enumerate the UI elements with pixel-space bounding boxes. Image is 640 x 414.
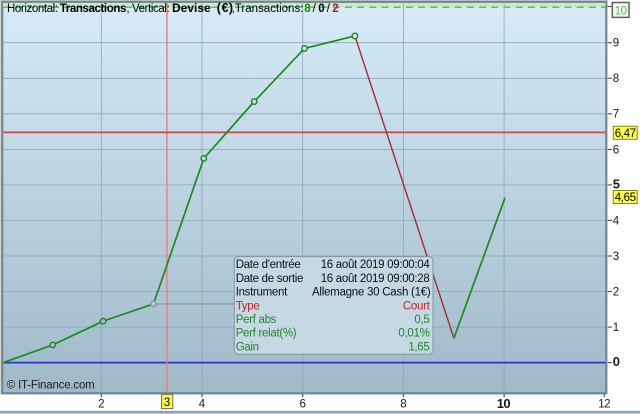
svg-text:4: 4 <box>613 215 620 227</box>
svg-text:1,65: 1,65 <box>408 341 429 353</box>
svg-text:2: 2 <box>98 398 104 410</box>
svg-text:Perf abs: Perf abs <box>236 314 277 326</box>
svg-text:0,5: 0,5 <box>414 314 429 326</box>
svg-text:Instrument: Instrument <box>236 287 288 299</box>
svg-text:3: 3 <box>613 251 619 263</box>
svg-text:4,65: 4,65 <box>615 192 636 204</box>
svg-text:2: 2 <box>332 3 338 15</box>
svg-text:© IT-Finance.com: © IT-Finance.com <box>7 380 95 392</box>
svg-text:/: / <box>313 3 317 15</box>
svg-text:6,47: 6,47 <box>615 128 636 140</box>
svg-text:8: 8 <box>400 398 406 410</box>
svg-text:Transactions:: Transactions: <box>235 3 304 15</box>
svg-text:0,01%: 0,01% <box>398 328 429 340</box>
svg-text:8: 8 <box>613 73 619 85</box>
svg-text:Transactions: Transactions <box>60 3 126 15</box>
svg-text:2: 2 <box>613 286 619 298</box>
svg-text:Date d'entrée: Date d'entrée <box>236 259 301 271</box>
svg-text:10: 10 <box>497 396 511 411</box>
svg-text:/: / <box>327 3 331 15</box>
svg-text:10: 10 <box>615 5 627 17</box>
svg-text:7: 7 <box>613 109 619 121</box>
svg-text:Horizontal:: Horizontal: <box>7 3 58 15</box>
svg-text:0: 0 <box>613 354 620 369</box>
svg-text:Date de sortie: Date de sortie <box>236 273 303 285</box>
svg-text:, Vertical:: , Vertical: <box>126 3 169 15</box>
svg-text:Court: Court <box>403 300 431 312</box>
svg-text:16 août 2019 09:00:04: 16 août 2019 09:00:04 <box>321 259 431 271</box>
svg-text:8: 8 <box>304 3 311 15</box>
svg-text:12: 12 <box>598 398 610 410</box>
svg-text:Type: Type <box>236 300 260 312</box>
svg-text:6: 6 <box>299 398 305 410</box>
svg-text:6: 6 <box>613 144 619 156</box>
svg-text:0: 0 <box>318 3 324 15</box>
svg-text:Allemagne 30 Cash (1€): Allemagne 30 Cash (1€) <box>312 287 431 299</box>
svg-text:(€): (€) <box>217 1 234 15</box>
svg-text:3: 3 <box>164 397 170 409</box>
svg-text:5: 5 <box>613 177 620 192</box>
svg-text:4: 4 <box>199 398 206 410</box>
svg-text:16 août 2019 09:00:28: 16 août 2019 09:00:28 <box>321 273 430 285</box>
svg-text:Devise: Devise <box>172 1 211 15</box>
svg-text:9: 9 <box>613 38 619 50</box>
svg-text:Perf relat(%): Perf relat(%) <box>236 328 297 340</box>
svg-text:1: 1 <box>613 322 619 334</box>
svg-text:,: , <box>232 3 235 15</box>
svg-text:Gain: Gain <box>236 341 259 353</box>
